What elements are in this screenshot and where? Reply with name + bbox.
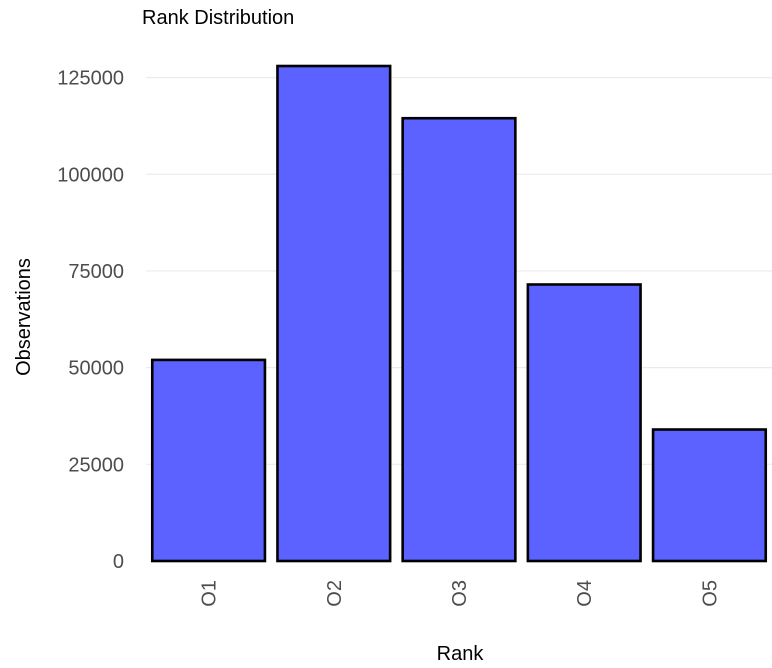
chart-title: Rank Distribution [142,7,294,29]
x-tick-label: O5 [699,580,721,607]
y-tick-label: 125000 [57,68,124,90]
x-tick-label: O3 [449,580,471,607]
bar-o3 [401,116,517,563]
bar-o1 [150,358,267,563]
y-tick-label: 100000 [57,164,124,186]
y-tick-label: 25000 [68,454,124,476]
bar-o5 [651,428,768,563]
bar-o4 [526,283,642,563]
x-tick-label: O1 [199,580,221,607]
x-axis-ticks: O1 O2 O3 O4 O5 [199,580,722,607]
bar-layer [150,64,768,563]
x-axis-title: Rank [437,643,485,665]
y-axis-ticks: 0 25000 50000 75000 100000 125000 [57,68,124,573]
bar-o2 [276,64,392,563]
y-tick-label: 50000 [68,358,124,380]
y-axis-title: Observations [13,258,35,376]
y-tick-label: 0 [113,551,124,573]
x-tick-label: O4 [574,580,596,607]
x-tick-label: O2 [324,580,346,607]
y-tick-label: 75000 [68,261,124,283]
